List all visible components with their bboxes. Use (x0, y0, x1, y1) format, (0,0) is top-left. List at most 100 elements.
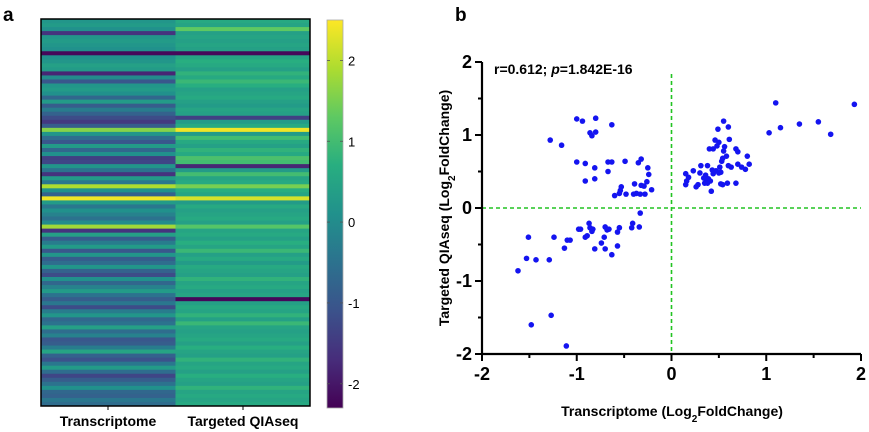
scatter-point (710, 146, 716, 152)
scatter-point (719, 181, 726, 188)
heatmap-cell (41, 248, 176, 254)
heatmap-cell (41, 228, 176, 234)
scatter-points (515, 100, 858, 349)
x-axis-title-subscript: 2 (692, 414, 698, 425)
y-axis-title: Targeted QIAseq (Log2FoldChange) (436, 90, 458, 326)
scatter-point (609, 159, 615, 165)
scatter-point (637, 191, 644, 197)
heatmap-cell (41, 19, 176, 24)
scatter-point (708, 188, 715, 195)
heatmap-cell (41, 341, 176, 347)
column-label-qiaseq: Targeted QIAseq (188, 413, 299, 429)
scatter-point (637, 210, 644, 216)
heatmap-cell (175, 337, 311, 342)
scatter-point (710, 170, 716, 177)
reference-lines (482, 74, 861, 354)
scatter-point (815, 119, 822, 125)
heatmap-cell (175, 131, 311, 137)
heatmap-cell (175, 281, 311, 286)
heatmap-cell (175, 260, 311, 266)
heatmap-cell (175, 345, 311, 351)
heatmap-cell (41, 313, 176, 318)
heatmap-cell (41, 71, 176, 76)
heatmap-cell (41, 51, 176, 56)
heatmap-cell (41, 216, 176, 222)
scatter-point (609, 251, 615, 258)
scatter-point (697, 170, 703, 176)
heatmap-cell (175, 385, 311, 391)
scatter-point (533, 257, 539, 263)
heatmap-cell (175, 248, 311, 254)
scatter-point (726, 136, 733, 143)
heatmap-cell (175, 51, 311, 56)
heatmap-cell (41, 285, 176, 290)
heatmap-cell (41, 31, 176, 36)
x-axis-title-suffix: FoldChange) (697, 403, 783, 419)
correlation-annotation: r=0.612; p=1.842E-16 (494, 61, 633, 77)
heatmap-cell (175, 377, 311, 383)
heatmap-cell (41, 373, 176, 379)
heatmap-cell (41, 67, 176, 72)
heatmap-cell (41, 63, 176, 68)
heatmap-cell (41, 333, 176, 338)
heatmap-cell (175, 39, 311, 44)
scatter-point (715, 126, 721, 132)
scatter-point (605, 168, 611, 175)
scatter-point (547, 137, 554, 143)
heatmap-cell (41, 23, 176, 28)
heatmap-cell (175, 115, 311, 121)
scatter-point (645, 171, 652, 178)
heatmap-cell (175, 252, 311, 258)
heatmap-cell (175, 305, 311, 310)
scatter-point (704, 162, 711, 169)
x-axis-title-prefix: Transcriptome (Log (561, 403, 692, 419)
scatter-point (644, 178, 650, 185)
heatmap-cell (175, 208, 311, 213)
heatmap-cell (41, 27, 176, 32)
heatmap-cell (41, 297, 176, 302)
scatter-point (738, 164, 745, 170)
heatmap-cell (175, 357, 311, 363)
heatmap-cell (41, 252, 176, 258)
heatmap-cell (41, 99, 176, 105)
heatmap-cell (41, 152, 176, 157)
scatter-point (561, 245, 568, 251)
heatmap-cell (175, 27, 311, 32)
scatter-point (586, 220, 592, 227)
heatmap-cell (41, 192, 176, 197)
heatmap-cell (41, 349, 176, 355)
heatmap-cell (175, 83, 311, 89)
colorbar-ticks: 2 1 0 -1 -2 (327, 53, 360, 392)
heatmap-cell (175, 43, 311, 48)
panel-label-b: b (455, 5, 467, 26)
heatmap-cell (41, 329, 176, 334)
heatmap-cell (175, 200, 311, 205)
heatmap-cell (175, 277, 311, 282)
scatter-point (591, 165, 598, 171)
heatmap-cell (175, 240, 311, 246)
heatmap-cell (41, 79, 176, 84)
heatmap-cell (175, 111, 311, 117)
heatmap-cell (41, 224, 176, 230)
heatmap-cell (175, 55, 311, 60)
heatmap-cell (41, 289, 176, 294)
heatmap-cell (175, 341, 311, 347)
heatmap-cell (175, 91, 311, 97)
scatter-point (601, 234, 608, 240)
heatmap-cell (175, 381, 311, 387)
heatmap-cell (175, 389, 311, 395)
scatter-point (720, 148, 727, 154)
heatmap-cell (41, 377, 176, 383)
heatmap-cell (41, 264, 176, 270)
heatmap-cell (175, 19, 311, 24)
heatmap-cell (41, 172, 176, 177)
scatter-point (598, 240, 605, 246)
scatter-point (648, 186, 655, 193)
scatter-point (735, 161, 741, 167)
heatmap-cell (175, 67, 311, 72)
scatter-point (641, 183, 647, 189)
heatmap-cell (41, 337, 176, 342)
heatmap-cell (175, 224, 311, 230)
heatmap-cell (175, 365, 311, 371)
heatmap-cell (175, 176, 311, 181)
